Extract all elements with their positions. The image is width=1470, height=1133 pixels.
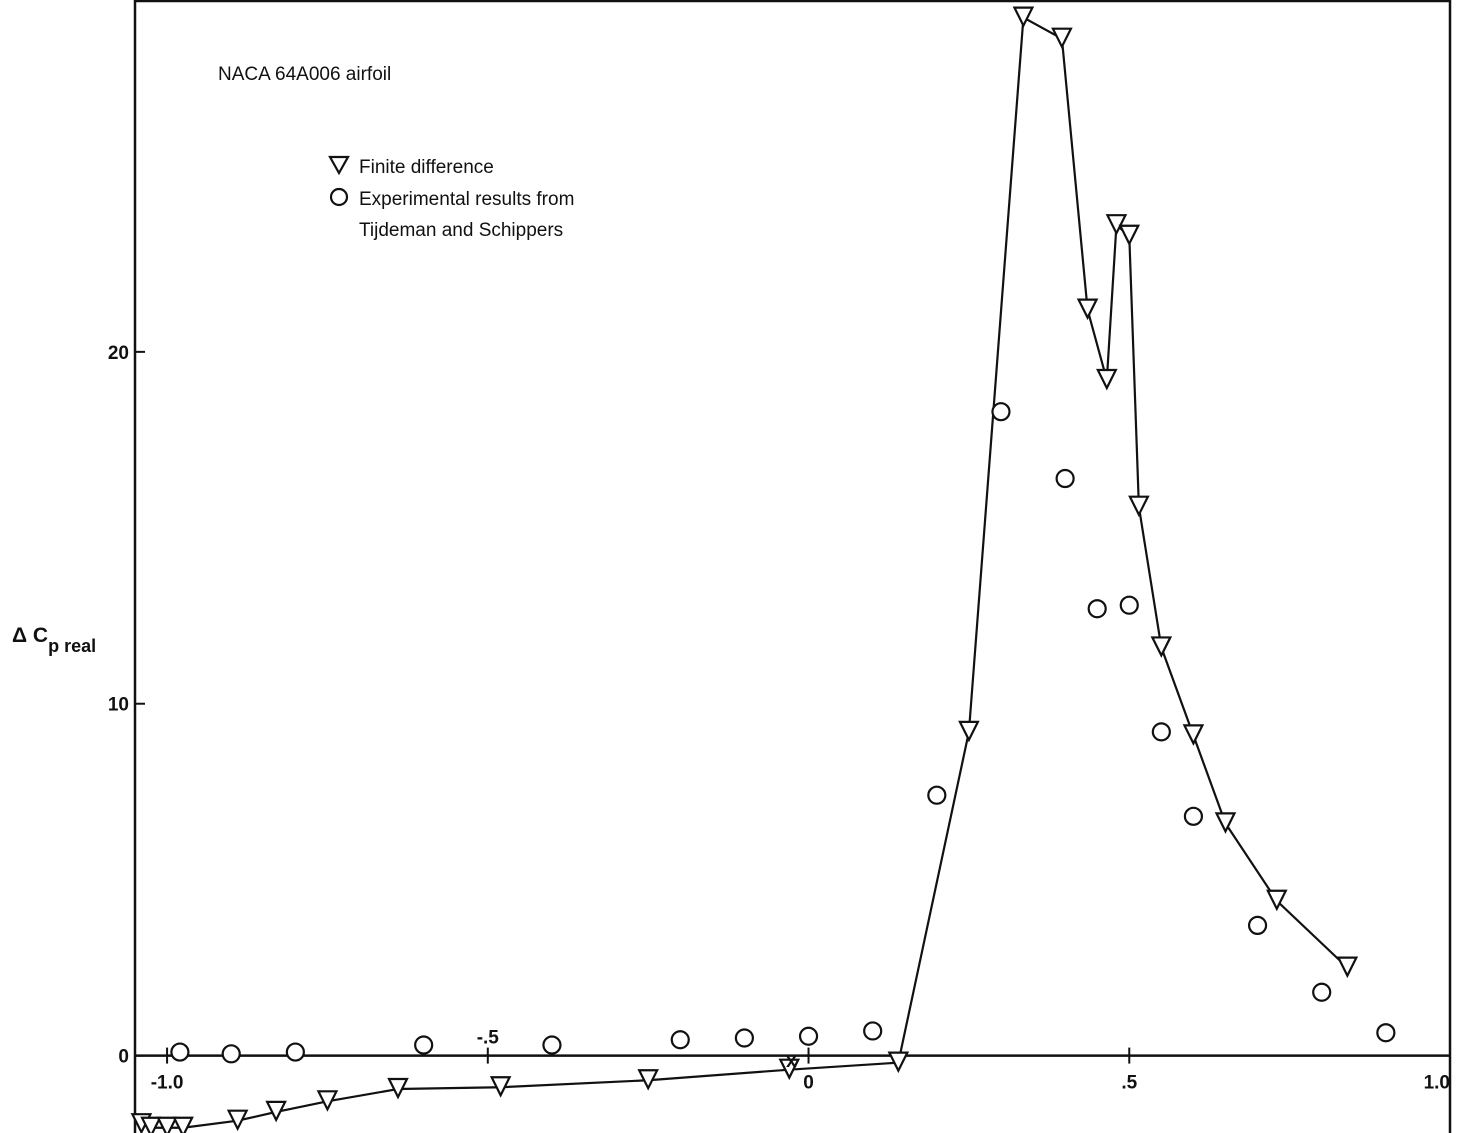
finite-difference-point	[1266, 889, 1288, 912]
series-lines	[141, 15, 1349, 1129]
experimental-point	[1247, 915, 1268, 936]
plot-frame	[133, 0, 1452, 1133]
finite-difference-point	[1118, 224, 1141, 247]
experimental-point	[1183, 806, 1204, 826]
legend: Finite difference Experimental results f…	[328, 155, 574, 241]
experimental-point	[798, 1026, 819, 1046]
finite-difference-point	[156, 1116, 178, 1133]
experimental-point	[863, 1021, 883, 1041]
experimental-point	[542, 1035, 562, 1055]
y-axis-label: Δ Cp real	[12, 624, 96, 656]
x-tick-label: 1.0	[1424, 1073, 1450, 1094]
experimental-point	[221, 1044, 241, 1064]
finite-difference-point	[958, 720, 980, 743]
y-tick-label: 10	[108, 695, 129, 716]
finite-difference-point	[387, 1077, 409, 1100]
finite-difference-point	[1076, 298, 1099, 321]
x-tick-label: -1.0	[151, 1073, 184, 1094]
experimental-point	[1055, 468, 1075, 489]
axis-ticks: -1.0 -.5 0 .5 1.0 0 10 20	[108, 343, 1451, 1094]
finite-difference-point	[140, 1116, 162, 1133]
experimental-point	[1151, 722, 1171, 742]
experimental-point	[991, 402, 1011, 422]
finite-difference-point	[316, 1090, 339, 1112]
experimental-point	[414, 1035, 434, 1055]
y-tick-label: 20	[108, 343, 129, 364]
finite-difference-point	[265, 1100, 287, 1123]
series-line-finite-difference	[141, 15, 1349, 1129]
legend-label-finite-difference: Finite difference	[359, 157, 494, 178]
finite-difference-point	[778, 1058, 801, 1081]
experimental-point	[670, 1030, 690, 1050]
x-axis-label: x	[786, 1051, 797, 1072]
legend-label-experimental-line2: Tijdeman and Schippers	[359, 220, 563, 241]
finite-difference-point	[1150, 636, 1173, 658]
x-tick-label: .5	[1121, 1073, 1137, 1094]
legend-circle-marker	[329, 187, 349, 207]
finite-difference-point	[887, 1051, 910, 1074]
y-tick-label: 0	[118, 1047, 129, 1068]
chart-title: NACA 64A006 airfoil	[218, 64, 391, 85]
finite-difference-point	[1182, 724, 1205, 746]
experimental-point	[1376, 1023, 1396, 1043]
finite-difference-point	[172, 1116, 194, 1133]
finite-difference-point	[1096, 368, 1118, 391]
experimental-point	[734, 1028, 754, 1048]
finite-difference-point	[1012, 6, 1035, 29]
legend-triangle-marker	[328, 155, 350, 176]
x-tick-label: -.5	[477, 1028, 500, 1049]
plot-border	[133, 0, 1452, 1133]
experimental-point	[1087, 599, 1107, 619]
finite-difference-point	[1214, 812, 1237, 834]
series-markers	[130, 6, 1396, 1133]
x-tick-label: 0	[803, 1073, 814, 1094]
finite-difference-point	[1051, 27, 1073, 50]
finite-difference-point	[1336, 956, 1359, 979]
legend-label-experimental-line1: Experimental results from	[359, 189, 574, 210]
finite-difference-point	[226, 1109, 249, 1132]
finite-difference-point	[1105, 214, 1128, 236]
experimental-point	[285, 1042, 305, 1062]
finite-difference-point	[637, 1069, 659, 1091]
finite-difference-point	[489, 1076, 512, 1098]
experimental-point	[1312, 982, 1332, 1002]
finite-difference-point	[1128, 495, 1150, 518]
experimental-point	[1119, 595, 1139, 615]
experimental-point	[170, 1042, 190, 1062]
experimental-point	[927, 785, 947, 805]
